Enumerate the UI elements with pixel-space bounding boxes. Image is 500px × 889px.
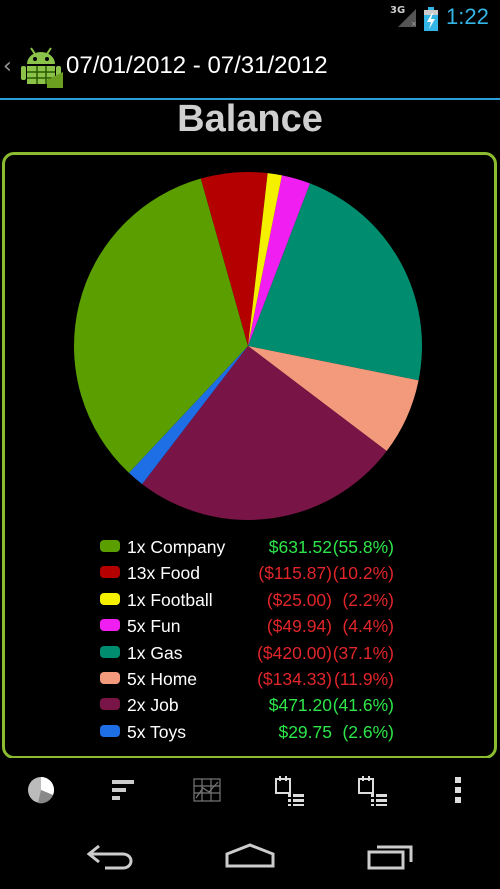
calendar-range-icon: [358, 776, 387, 806]
signal-icon: ×: [398, 9, 417, 28]
legend-row[interactable]: 2x Job $471.20 (41.6%): [100, 695, 400, 721]
legend-percent: (2.6%): [342, 721, 394, 742]
pie-chart[interactable]: [72, 170, 424, 522]
legend-label: 5x Toys: [127, 721, 187, 742]
home-button[interactable]: [220, 836, 280, 876]
legend-row[interactable]: 5x Fun ($49.94) (4.4%): [100, 616, 400, 642]
legend: 1x Company $631.52 (55.8%) 13x Food ($11…: [100, 537, 400, 748]
legend-swatch: [100, 698, 120, 711]
legend-amount: ($420.00): [257, 642, 332, 663]
legend-percent: (10.2%): [332, 563, 394, 584]
legend-label: 5x Fun: [127, 616, 181, 637]
bar-view-button[interactable]: [99, 768, 149, 812]
legend-swatch: [100, 619, 120, 632]
legend-amount: ($134.33): [257, 668, 332, 689]
pie-slice[interactable]: [248, 173, 283, 346]
legend-percent: (37.1%): [332, 642, 394, 663]
pie-slice[interactable]: [128, 346, 248, 485]
calendar-list-icon: [275, 776, 304, 806]
bottom-toolbar: [0, 758, 500, 822]
legend-amount: ($25.00): [266, 589, 332, 610]
recent-apps-icon: [367, 845, 413, 870]
legend-row[interactable]: 1x Gas ($420.00) (37.1%): [100, 643, 400, 669]
legend-amount: ($49.94): [266, 616, 332, 637]
calendar-range-button[interactable]: [348, 768, 398, 812]
bar-list-icon: [112, 780, 134, 800]
grid-chart-icon: [193, 778, 221, 802]
up-navigation-icon[interactable]: ‹: [3, 54, 12, 79]
action-bar: ‹ 07/01/2012 - 07/31/2012: [0, 36, 500, 100]
legend-swatch: [100, 592, 120, 605]
legend-row[interactable]: 13x Food ($115.87) (10.2%): [100, 563, 400, 589]
legend-amount: ($115.87): [258, 563, 332, 584]
legend-swatch: [100, 645, 120, 658]
legend-label: 5x Home: [127, 668, 198, 689]
legend-row[interactable]: 1x Company $631.52 (55.8%): [100, 537, 400, 563]
legend-swatch: [100, 540, 120, 552]
svg-text:×: ×: [411, 20, 417, 28]
calendar-list-button[interactable]: [265, 768, 315, 812]
legend-percent: (4.4%): [342, 616, 394, 637]
overflow-menu-icon: [455, 777, 461, 803]
legend-swatch: [100, 724, 120, 737]
back-button[interactable]: [80, 836, 140, 876]
pie-slice[interactable]: [142, 346, 387, 520]
system-nav-bar: [0, 822, 500, 889]
pie-chart-icon: [28, 777, 54, 804]
legend-percent: (11.9%): [334, 668, 394, 689]
home-icon: [225, 843, 275, 868]
legend-row[interactable]: 5x Toys $29.75 (2.6%): [100, 722, 400, 748]
status-bar: 3G × 1:22: [0, 0, 500, 36]
legend-swatch: [100, 566, 120, 579]
legend-amount: $29.75: [278, 721, 332, 742]
recent-apps-button[interactable]: [360, 836, 420, 876]
pie-view-button[interactable]: [16, 768, 66, 812]
page-title: Balance: [177, 98, 323, 140]
pie-slice[interactable]: [73, 178, 248, 473]
battery-charging-icon: [424, 7, 438, 31]
back-icon: [86, 844, 133, 870]
legend-label: 1x Company: [127, 537, 226, 557]
legend-label: 2x Job: [127, 695, 179, 716]
legend-label: 1x Gas: [127, 642, 183, 663]
pie-slice[interactable]: [248, 183, 422, 381]
network-type-label: 3G: [390, 5, 406, 16]
legend-percent: (41.6%): [332, 695, 394, 716]
pie-slice[interactable]: [248, 346, 419, 452]
action-bar-divider: [0, 98, 500, 100]
pie-slice[interactable]: [200, 172, 268, 346]
legend-swatch: [100, 671, 120, 684]
legend-amount: $631.52: [268, 537, 332, 557]
overflow-menu-button[interactable]: [433, 768, 483, 812]
legend-label: 13x Food: [127, 563, 200, 584]
date-range-title[interactable]: 07/01/2012 - 07/31/2012: [66, 52, 328, 79]
grid-view-button[interactable]: [182, 768, 232, 812]
legend-row[interactable]: 1x Football ($25.00) (2.2%): [100, 590, 400, 616]
legend-label: 1x Football: [127, 589, 213, 610]
android-ledger-icon[interactable]: [17, 44, 65, 92]
legend-row[interactable]: 5x Home ($134.33) (11.9%): [100, 669, 400, 695]
legend-amount: $471.20: [268, 695, 332, 716]
status-time: 1:22: [446, 4, 489, 29]
pie-slice[interactable]: [248, 175, 310, 346]
legend-percent: (55.8%): [332, 537, 394, 557]
legend-percent: (2.2%): [342, 589, 394, 610]
